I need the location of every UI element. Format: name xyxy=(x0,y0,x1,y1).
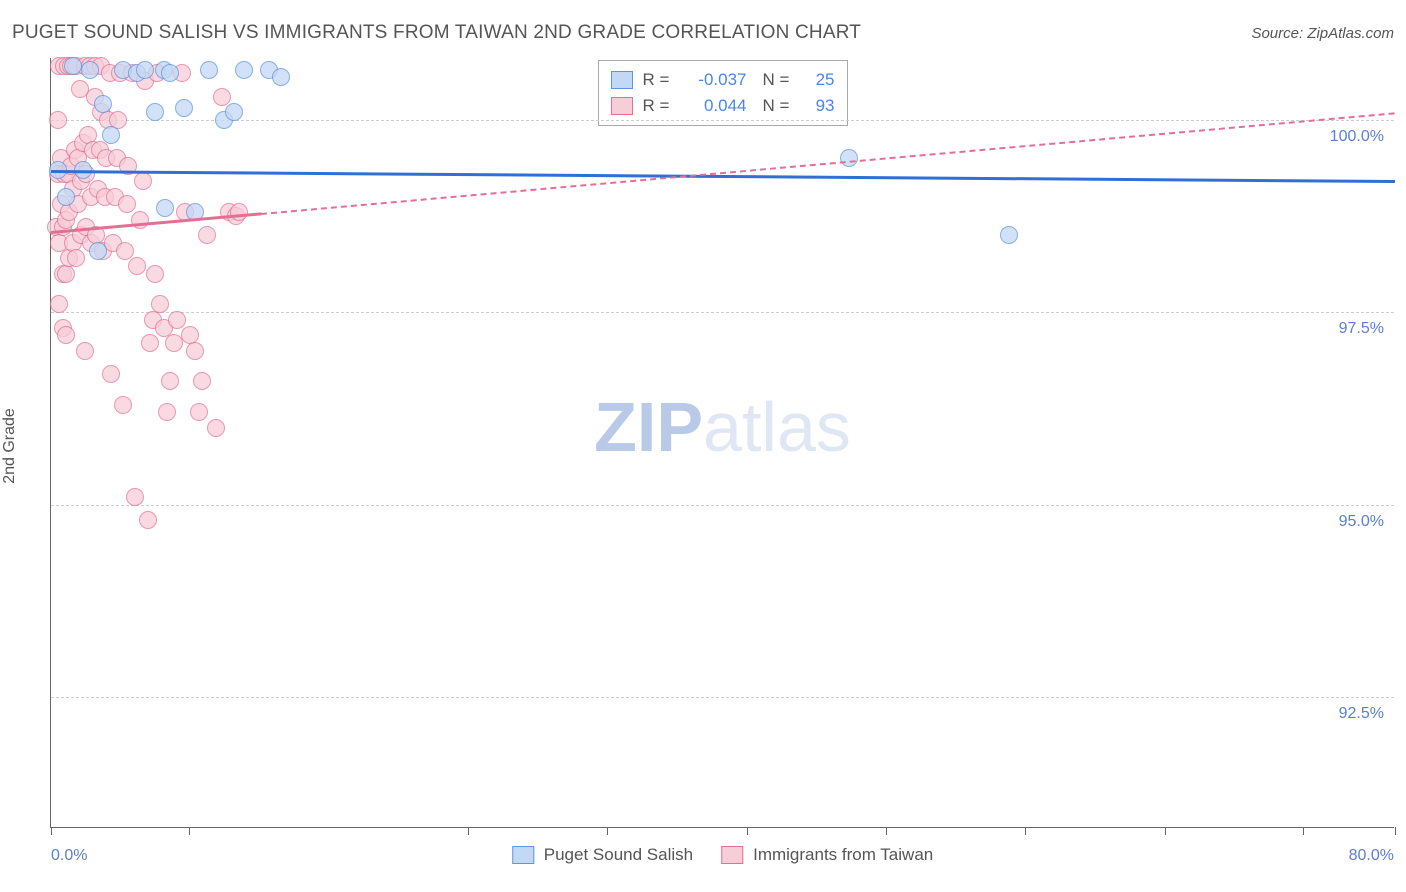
data-point xyxy=(57,326,75,344)
watermark: ZIPatlas xyxy=(594,387,851,467)
legend-n-value: 25 xyxy=(807,67,835,93)
data-point xyxy=(161,372,179,390)
data-point xyxy=(136,61,154,79)
data-point xyxy=(207,419,225,437)
gridline xyxy=(51,505,1394,506)
x-tick xyxy=(747,827,748,835)
data-point xyxy=(175,99,193,117)
data-point xyxy=(161,64,179,82)
y-tick-label: 95.0% xyxy=(1339,513,1384,531)
data-point xyxy=(1000,226,1018,244)
data-point xyxy=(89,242,107,260)
data-point xyxy=(190,403,208,421)
data-point xyxy=(198,226,216,244)
legend-swatch xyxy=(512,846,534,864)
legend-swatch xyxy=(611,71,633,89)
data-point xyxy=(186,342,204,360)
legend-r-value: -0.037 xyxy=(687,67,747,93)
data-point xyxy=(128,257,146,275)
x-tick xyxy=(886,827,887,835)
x-tick xyxy=(1165,827,1166,835)
y-tick-label: 100.0% xyxy=(1330,128,1384,146)
x-tick xyxy=(51,827,52,835)
legend-correlation: R = -0.037 N = 25 R = 0.044 N = 93 xyxy=(598,60,848,126)
data-point xyxy=(272,68,290,86)
data-point xyxy=(193,372,211,390)
legend-item: Puget Sound Salish xyxy=(512,845,693,865)
data-point xyxy=(116,242,134,260)
legend-series: Puget Sound Salish Immigrants from Taiwan xyxy=(512,845,933,865)
legend-item: Immigrants from Taiwan xyxy=(721,845,933,865)
legend-swatch xyxy=(721,846,743,864)
x-tick xyxy=(1303,827,1304,835)
data-point xyxy=(139,511,157,529)
data-point xyxy=(141,334,159,352)
data-point xyxy=(840,149,858,167)
chart-source: Source: ZipAtlas.com xyxy=(1251,25,1394,42)
data-point xyxy=(156,199,174,217)
data-point xyxy=(102,126,120,144)
watermark-light: atlas xyxy=(703,388,851,466)
data-point xyxy=(158,403,176,421)
legend-r-label: R = xyxy=(643,67,677,93)
legend-label: Puget Sound Salish xyxy=(544,845,693,865)
x-tick xyxy=(468,827,469,835)
data-point xyxy=(67,249,85,267)
gridline xyxy=(51,312,1394,313)
data-point xyxy=(225,103,243,121)
data-point xyxy=(57,188,75,206)
legend-n-label: N = xyxy=(763,93,797,119)
chart-title: PUGET SOUND SALISH VS IMMIGRANTS FROM TA… xyxy=(12,22,861,44)
data-point xyxy=(102,365,120,383)
data-point xyxy=(165,334,183,352)
data-point xyxy=(81,61,99,79)
data-point xyxy=(200,61,218,79)
data-point xyxy=(126,488,144,506)
x-axis-label: 80.0% xyxy=(1349,847,1394,865)
x-tick xyxy=(1025,827,1026,835)
legend-r-label: R = xyxy=(643,93,677,119)
title-row: PUGET SOUND SALISH VS IMMIGRANTS FROM TA… xyxy=(12,22,1394,44)
legend-label: Immigrants from Taiwan xyxy=(753,845,933,865)
gridline xyxy=(51,120,1394,121)
data-point xyxy=(134,172,152,190)
legend-row: R = -0.037 N = 25 xyxy=(611,67,835,93)
x-tick xyxy=(1395,827,1396,835)
data-point xyxy=(168,311,186,329)
data-point xyxy=(94,95,112,113)
y-axis-label: 2nd Grade xyxy=(1,408,19,484)
data-point xyxy=(114,396,132,414)
data-point xyxy=(57,265,75,283)
data-point xyxy=(235,61,253,79)
x-tick xyxy=(607,827,608,835)
regression-line-dashed xyxy=(261,112,1395,215)
gridline xyxy=(51,697,1394,698)
x-tick xyxy=(189,827,190,835)
legend-swatch xyxy=(611,97,633,115)
data-point xyxy=(146,265,164,283)
legend-n-value: 93 xyxy=(807,93,835,119)
legend-r-value: 0.044 xyxy=(687,93,747,119)
watermark-bold: ZIP xyxy=(594,388,703,466)
x-axis-label: 0.0% xyxy=(51,847,87,865)
y-tick-label: 92.5% xyxy=(1339,705,1384,723)
data-point xyxy=(118,195,136,213)
data-point xyxy=(49,111,67,129)
data-point xyxy=(146,103,164,121)
legend-row: R = 0.044 N = 93 xyxy=(611,93,835,119)
data-point xyxy=(213,88,231,106)
y-tick-label: 97.5% xyxy=(1339,320,1384,338)
data-point xyxy=(76,342,94,360)
scatter-plot: ZIPatlas R =-0.037N =25R =0.044N =93 Pug… xyxy=(50,58,1394,828)
data-point xyxy=(64,57,82,75)
legend-n-label: N = xyxy=(763,67,797,93)
data-point xyxy=(50,295,68,313)
data-point xyxy=(230,203,248,221)
data-point xyxy=(151,295,169,313)
